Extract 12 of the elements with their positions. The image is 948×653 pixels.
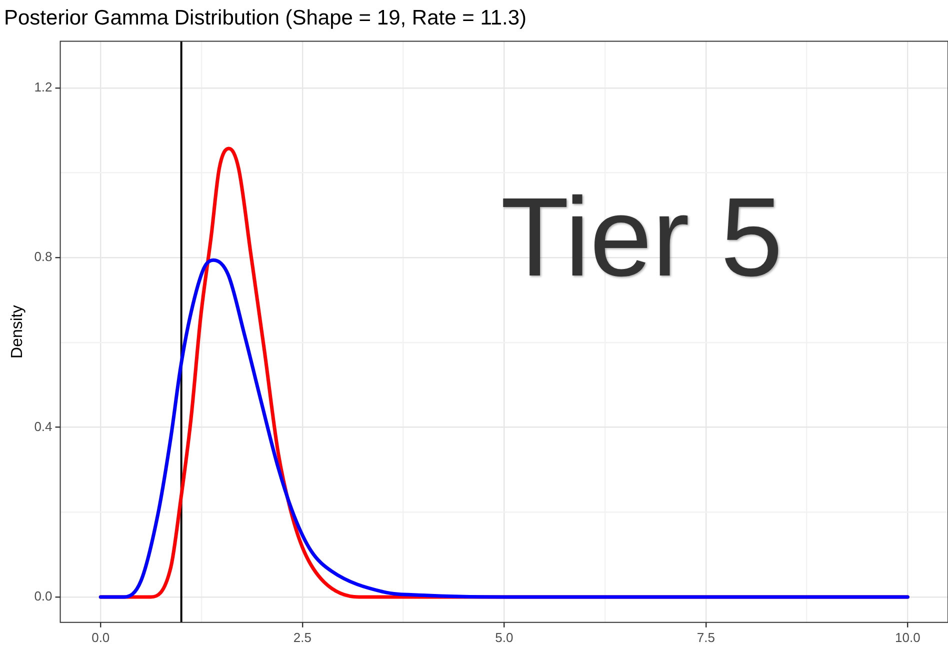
y-tick-label: 1.2 xyxy=(34,79,52,94)
y-tick-label: 0.8 xyxy=(34,249,52,264)
x-tick-label: 2.5 xyxy=(293,630,312,645)
x-tick-label: 7.5 xyxy=(696,630,715,645)
y-tick-label: 0.4 xyxy=(34,418,52,434)
annotation: Tier 5 xyxy=(500,174,783,300)
x-tick-label: 0.0 xyxy=(92,630,110,645)
x-tick-label: 5.0 xyxy=(495,630,514,645)
chart-title: Posterior Gamma Distribution (Shape = 19, Rate = 11.3) xyxy=(4,6,527,30)
y-axis-title: Density xyxy=(9,305,26,358)
x-tick-label: 10.0 xyxy=(894,630,920,645)
y-tick-label: 0.0 xyxy=(34,588,52,604)
